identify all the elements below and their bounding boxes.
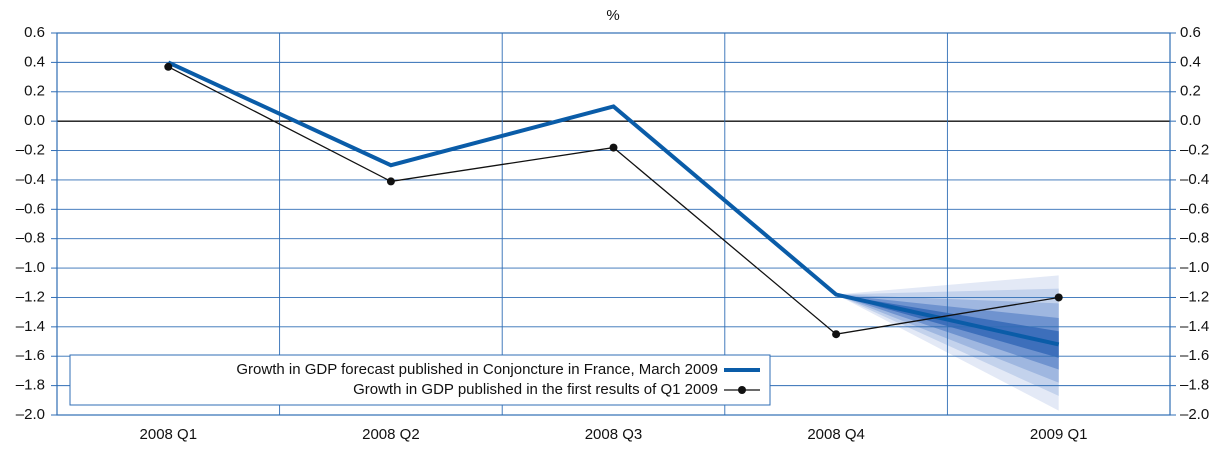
y-tick-label: –0.4 [16,171,45,188]
y2-tick-label: 0.6 [1180,24,1201,41]
y2-tick-label: –0.6 [1180,200,1209,217]
y2-tick-label: 0.4 [1180,53,1201,70]
y-tick-label: 0.0 [24,112,45,129]
y-tick-label: 0.4 [24,53,45,70]
series-line [167,60,1060,347]
y-tick-label: –2.0 [16,406,45,423]
y2-tick-label: –1.8 [1180,377,1209,394]
data-point [164,62,173,71]
data-point [386,177,395,186]
legend-box [69,354,771,406]
y2-tick-label: –0.8 [1180,230,1209,247]
y2-tick-label: –1.2 [1180,288,1209,305]
x-tick-label: 2008 Q4 [807,426,865,443]
y-tick-label: –0.6 [16,200,45,217]
x-tick-label: 2009 Q1 [1030,426,1088,443]
y2-tick-label: –0.2 [1180,142,1209,159]
y2-tick-label: –2.0 [1180,406,1209,423]
y-tick-label: –1.0 [16,259,45,276]
y2-tick-label: 0.2 [1180,83,1201,100]
data-point [832,330,841,339]
y-tick-label: –0.2 [16,142,45,159]
y2-tick-label: –0.4 [1180,171,1209,188]
legend: Growth in GDP forecast published in Conj… [69,354,771,406]
y2-tick-label: 0.0 [1180,112,1201,129]
y2-tick-label: –1.0 [1180,259,1209,276]
y2-tick-label: –1.4 [1180,318,1209,335]
x-tick-label: 2008 Q3 [585,426,643,443]
x-tick-label: 2008 Q2 [362,426,420,443]
legend-label: Growth in GDP forecast published in Conj… [236,361,718,378]
y-tick-label: 0.2 [24,83,45,100]
legend-label: Growth in GDP published in the first res… [353,381,718,398]
data-point [609,143,618,152]
y-tick-label: –1.4 [16,318,45,335]
legend-marker [738,386,746,394]
x-tick-label: 2008 Q1 [140,426,198,443]
y-tick-label: –0.8 [16,230,45,247]
unit-label: % [606,7,619,24]
y-tick-label: 0.6 [24,24,45,41]
y2-tick-label: –1.6 [1180,347,1209,364]
data-point [1054,293,1063,302]
y-tick-label: –1.8 [16,377,45,394]
plot-frame [56,32,1171,416]
y-tick-label: –1.6 [16,347,45,364]
y-tick-label: –1.2 [16,288,45,305]
